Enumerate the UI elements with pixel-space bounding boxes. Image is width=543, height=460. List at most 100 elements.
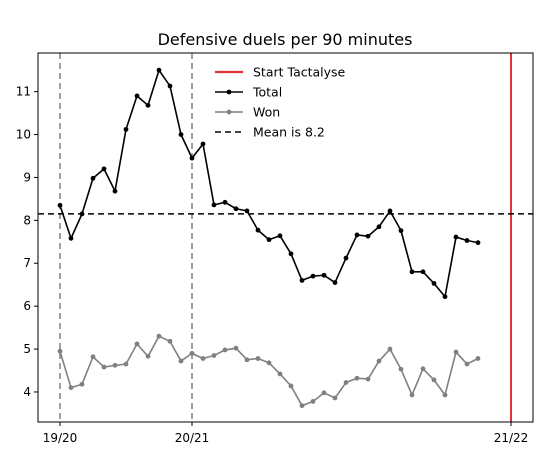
won-point — [211, 353, 217, 358]
won-point — [376, 358, 382, 364]
total-point — [222, 199, 228, 205]
won-point — [453, 349, 459, 355]
legend-label-total: Total — [252, 85, 282, 100]
total-point — [431, 281, 437, 286]
won-point — [233, 345, 239, 351]
y-tick-label: 10 — [16, 128, 31, 142]
y-tick-label: 4 — [23, 385, 31, 399]
won-point — [442, 392, 448, 398]
total-point — [332, 280, 338, 285]
won-point — [189, 350, 195, 356]
won-series-line — [59, 335, 479, 407]
total-point — [409, 269, 415, 275]
won-point — [332, 395, 338, 401]
won-point — [354, 375, 360, 381]
total-point — [57, 202, 63, 208]
total-point — [420, 269, 426, 275]
total-point — [79, 211, 85, 217]
total-point — [90, 175, 96, 181]
total-point — [200, 141, 206, 147]
won-point — [145, 353, 151, 359]
x-tick-label: 21/22 — [494, 431, 529, 445]
total-point — [189, 155, 195, 161]
total-point — [112, 188, 118, 194]
won-point — [365, 376, 371, 382]
total-point — [376, 224, 382, 230]
legend-marker-total — [226, 89, 232, 95]
won-point — [321, 390, 327, 396]
total-point — [266, 237, 272, 243]
y-tick-label: 5 — [23, 342, 31, 356]
won-point — [398, 366, 404, 372]
total-point — [211, 202, 217, 208]
total-point — [101, 166, 107, 172]
total-point — [288, 251, 294, 257]
total-point — [442, 294, 448, 300]
won-point — [178, 358, 184, 364]
y-tick-label: 11 — [16, 85, 31, 99]
won-point — [57, 348, 63, 354]
total-point — [453, 234, 459, 240]
total-point — [321, 272, 327, 278]
total-point — [343, 255, 349, 261]
total-point — [244, 208, 250, 214]
total-point — [387, 208, 393, 214]
won-point — [299, 403, 305, 409]
legend-label-start-tactalyse: Start Tactalyse — [253, 65, 346, 80]
x-tick-label: 19/20 — [43, 431, 78, 445]
won-point — [156, 333, 162, 339]
total-point — [134, 93, 140, 99]
won-point — [244, 357, 250, 363]
won-point — [167, 338, 173, 344]
total-point — [145, 102, 151, 108]
won-point — [343, 380, 349, 385]
total-point — [233, 206, 239, 212]
won-point — [288, 383, 294, 389]
total-point — [354, 232, 360, 238]
total-point — [68, 235, 74, 241]
won-point — [123, 361, 129, 367]
won-point — [90, 354, 96, 360]
legend-marker-won — [226, 109, 232, 115]
won-point — [409, 392, 415, 398]
won-point — [200, 356, 206, 361]
y-tick-label: 7 — [23, 256, 31, 270]
won-point — [310, 399, 316, 404]
won-point — [79, 381, 85, 387]
y-tick-label: 8 — [23, 213, 31, 227]
legend-label-mean-is-8-2: Mean is 8.2 — [253, 125, 325, 140]
won-point — [475, 356, 481, 361]
y-tick-label: 9 — [23, 170, 31, 184]
won-point — [112, 362, 118, 368]
legend: Start Tactalyse Total Won Mean is 8.2 — [215, 65, 346, 140]
total-point — [167, 83, 173, 89]
chart-title: Defensive duels per 90 minutes — [158, 30, 413, 49]
total-point — [123, 126, 129, 132]
won-point — [255, 356, 261, 361]
total-point — [310, 273, 316, 279]
won-point — [266, 360, 272, 366]
legend-label-won: Won — [253, 105, 280, 120]
total-point — [178, 132, 184, 137]
won-point — [420, 366, 426, 372]
plot-frame — [37, 52, 534, 423]
won-point — [68, 385, 74, 391]
won-point — [431, 377, 437, 383]
total-point — [365, 233, 371, 239]
won-point — [134, 341, 140, 347]
total-point — [464, 238, 470, 243]
won-point — [464, 361, 470, 367]
total-point — [475, 240, 481, 246]
total-point — [299, 278, 305, 283]
total-point — [255, 227, 261, 233]
won-point — [277, 371, 283, 377]
x-tick-label: 20/21 — [175, 431, 210, 445]
won-point — [101, 364, 107, 370]
total-point — [277, 233, 283, 239]
won-point — [387, 346, 393, 352]
total-point — [398, 228, 404, 234]
y-tick-label: 6 — [23, 299, 31, 313]
total-point — [156, 67, 162, 73]
